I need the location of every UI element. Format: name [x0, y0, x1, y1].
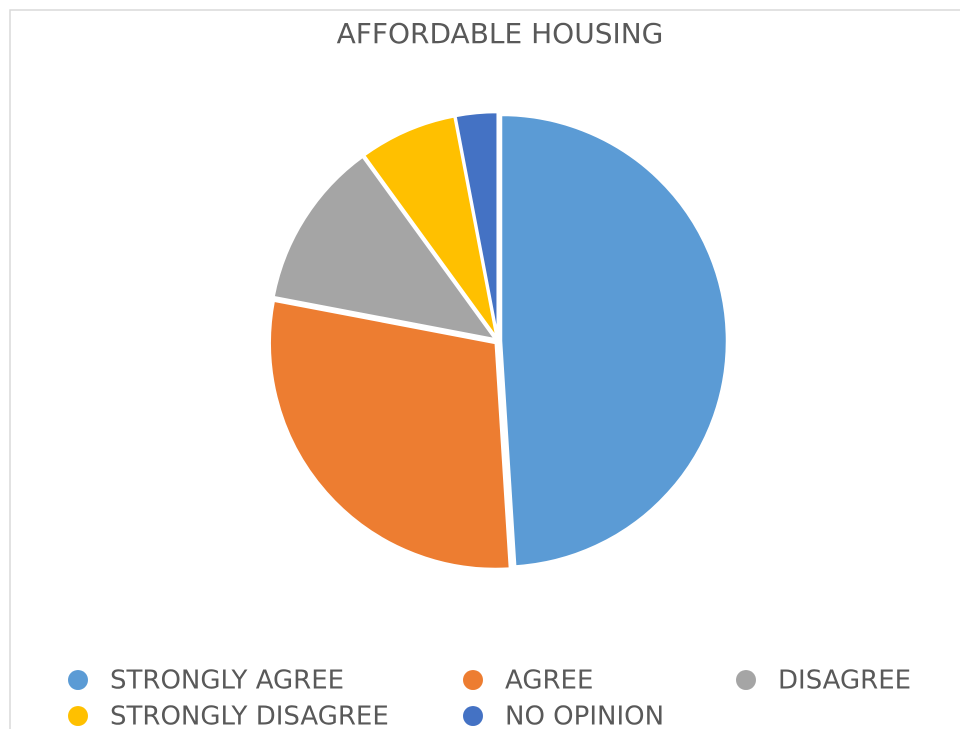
legend-label: AGREE — [505, 666, 593, 696]
pie-slice — [499, 113, 729, 568]
legend-marker — [68, 670, 88, 690]
pie-slice — [272, 154, 499, 342]
legend-label: STRONGLY AGREE — [110, 666, 344, 696]
legend-marker — [463, 670, 483, 690]
legend-label: NO OPINION — [505, 702, 664, 729]
pie-slice — [268, 299, 512, 571]
legend-label: DISAGREE — [778, 666, 911, 696]
chart-title: AFFORDABLE HOUSING — [337, 17, 664, 50]
legend-label: STRONGLY DISAGREE — [110, 702, 389, 729]
legend-marker — [736, 670, 756, 690]
legend-marker — [68, 706, 88, 726]
legend-marker — [463, 706, 483, 726]
pie-slice — [453, 110, 499, 339]
